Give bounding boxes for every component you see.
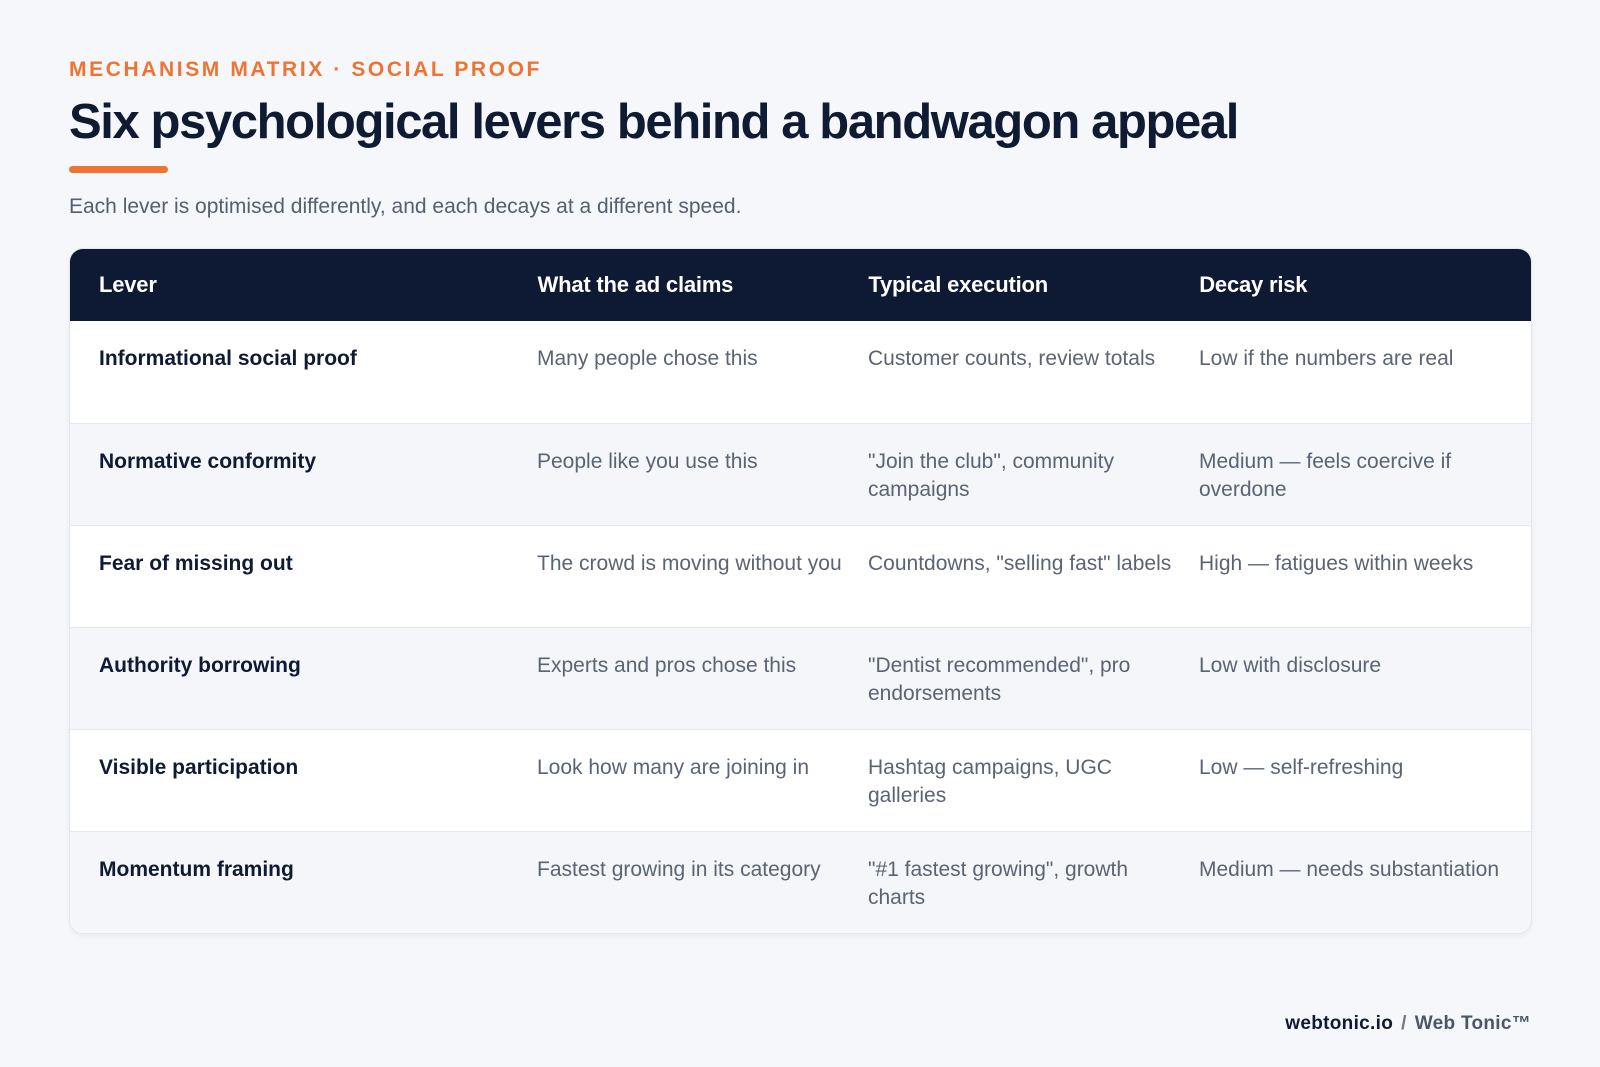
- execution-cell: "Dentist recommended", pro endorsements: [868, 654, 1131, 705]
- claim-cell: Experts and pros chose this: [537, 654, 797, 677]
- lever-cell: Normative conformity: [99, 450, 317, 473]
- lever-cell: Authority borrowing: [99, 654, 301, 677]
- column-header-claims: What the ad claims: [537, 272, 734, 297]
- claim-cell: Fastest growing in its category: [537, 858, 821, 881]
- eyebrow-label: MECHANISM MATRIX · SOCIAL PROOF: [69, 58, 542, 81]
- footer-brand: Web Tonic™: [1414, 1013, 1531, 1034]
- table-row: Informational social proof Many people c…: [70, 321, 1531, 423]
- claim-cell: Look how many are joining in: [537, 756, 809, 779]
- execution-cell: Hashtag campaigns, UGC galleries: [868, 756, 1112, 807]
- claim-cell: The crowd is moving without you: [537, 552, 842, 575]
- lever-cell: Momentum framing: [99, 858, 294, 881]
- table-row: Normative conformity People like you use…: [70, 423, 1531, 525]
- page-title: Six psychological levers behind a bandwa…: [69, 95, 1239, 149]
- lever-cell: Fear of missing out: [99, 552, 293, 575]
- table-row: Fear of missing out The crowd is moving …: [70, 525, 1531, 627]
- execution-cell: Countdowns, "selling fast" labels: [868, 552, 1172, 575]
- decay-cell: Medium — needs substantiation: [1199, 858, 1499, 881]
- page-subtitle: Each lever is optimised differently, and…: [69, 195, 742, 218]
- lever-cell: Visible participation: [99, 756, 299, 779]
- execution-cell: "Join the club", community campaigns: [868, 450, 1115, 501]
- title-accent-bar: [69, 166, 168, 173]
- execution-cell: Customer counts, review totals: [868, 347, 1156, 370]
- decay-cell: Low with disclosure: [1199, 654, 1382, 677]
- table-body: Informational social proof Many people c…: [70, 321, 1531, 933]
- table-row: Authority borrowing Experts and pros cho…: [70, 627, 1531, 729]
- claim-cell: People like you use this: [537, 450, 758, 473]
- table-row: Momentum framing Fastest growing in its …: [70, 831, 1531, 933]
- table-row: Visible participation Look how many are …: [70, 729, 1531, 831]
- decay-cell: Medium — feels coercive if overdone: [1199, 450, 1452, 501]
- decay-cell: Low — self-refreshing: [1199, 756, 1404, 779]
- column-header-lever: Lever: [99, 272, 157, 297]
- decay-cell: High — fatigues within weeks: [1199, 552, 1474, 575]
- lever-cell: Informational social proof: [99, 347, 357, 370]
- column-header-decay: Decay risk: [1199, 272, 1308, 297]
- table-header: Lever What the ad claims Typical executi…: [70, 249, 1531, 321]
- decay-cell: Low if the numbers are real: [1199, 347, 1454, 370]
- footer-separator: /: [1401, 1013, 1407, 1034]
- footer-credit: webtonic.io / Web Tonic™: [1285, 1013, 1531, 1035]
- claim-cell: Many people chose this: [537, 347, 758, 370]
- footer-domain: webtonic.io: [1285, 1013, 1394, 1034]
- column-header-execution: Typical execution: [868, 272, 1048, 297]
- mechanism-table: Lever What the ad claims Typical executi…: [69, 248, 1532, 934]
- execution-cell: "#1 fastest growing", growth charts: [868, 858, 1129, 909]
